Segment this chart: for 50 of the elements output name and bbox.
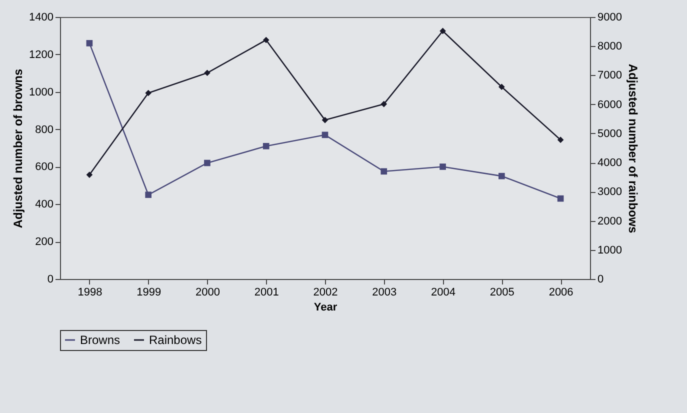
point <box>262 36 270 44</box>
point <box>262 142 270 150</box>
legend-label: Rainbows <box>149 333 202 347</box>
x-tick-label: 2004 <box>431 286 456 298</box>
y-tick-label: 800 <box>35 124 54 136</box>
y2-tick-label: 9000 <box>598 12 622 24</box>
y2-tick-label: 8000 <box>598 40 622 53</box>
x-tick-label: 2002 <box>313 286 338 298</box>
point <box>380 168 388 175</box>
x-tick-label: 2003 <box>372 286 397 298</box>
x-axis-title: Year <box>314 302 338 314</box>
point <box>86 172 93 178</box>
legend-label: Browns <box>80 333 120 347</box>
y-tick-label: 400 <box>35 198 54 211</box>
y2-tick-label: 1000 <box>598 244 622 256</box>
y2-tick-label: 0 <box>598 274 604 286</box>
y-tick-label: 1200 <box>29 48 54 61</box>
y-tick-label: 1000 <box>29 86 54 98</box>
y2-tick-label: 4000 <box>598 157 622 170</box>
y2-tick-label: 6000 <box>598 98 622 111</box>
y-tick-label: 600 <box>35 161 54 174</box>
x-tick-label: 1998 <box>78 286 102 298</box>
point <box>322 116 328 124</box>
y-axis-title: Adjusted number of browns <box>11 68 26 228</box>
point <box>204 70 210 76</box>
point <box>498 172 505 180</box>
point <box>380 100 388 108</box>
point <box>557 195 564 202</box>
x-tick-label: 2005 <box>490 286 514 298</box>
x-tick-label: 1999 <box>136 286 162 298</box>
y-tick-label: 1400 <box>29 12 54 24</box>
y2-tick-label: 7000 <box>598 70 622 82</box>
y2-tick-label: 2000 <box>598 215 622 228</box>
x-tick-label: 2000 <box>195 286 220 298</box>
y2-tick-label: 3000 <box>598 186 622 198</box>
point <box>86 40 93 46</box>
point <box>498 84 505 90</box>
point <box>440 164 446 170</box>
point <box>440 28 446 34</box>
point <box>145 90 152 96</box>
point <box>145 192 152 198</box>
point <box>204 160 210 166</box>
x-tick-label: 2006 <box>548 286 574 298</box>
point <box>557 136 564 144</box>
y2-tick-label: 5000 <box>598 128 622 140</box>
point <box>322 132 328 138</box>
x-tick-label: 2001 <box>254 286 279 298</box>
y-tick-label: 0 <box>47 274 54 286</box>
y2-axis-title: Adjusted number of rainbows <box>626 64 640 234</box>
y-tick-label: 200 <box>35 236 54 248</box>
